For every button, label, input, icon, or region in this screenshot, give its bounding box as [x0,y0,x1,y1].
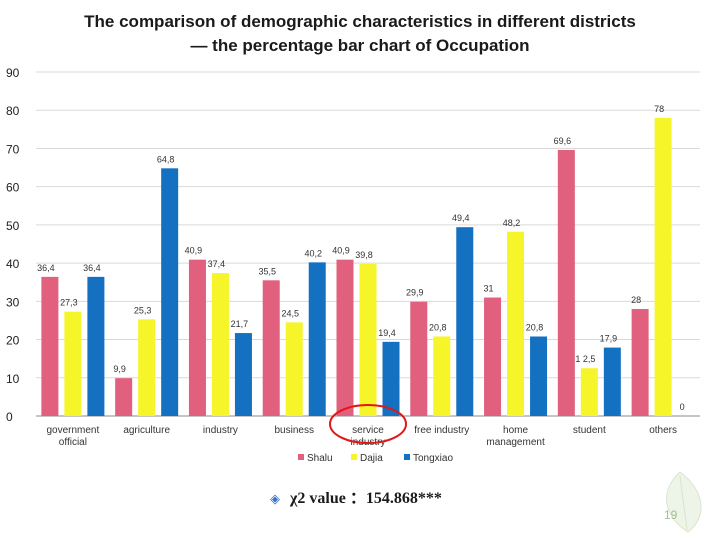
bar [603,347,621,416]
bar [41,276,59,416]
data-label: 36,4 [37,263,55,273]
data-label: 39,8 [355,250,373,260]
bar [285,322,303,416]
bar [87,276,105,416]
data-label: 9,9 [113,364,126,374]
category-label: government official [46,425,99,448]
data-label: 40,9 [185,246,203,256]
category-label: home management [486,425,545,448]
data-label: 36,4 [83,263,101,273]
category-label: student [573,425,606,436]
legend-swatch [298,454,304,460]
bar [359,263,377,416]
data-label: 0 [680,402,685,412]
data-label: 40,2 [304,248,322,258]
data-label: 25,3 [134,305,152,315]
bar [631,308,649,416]
y-tick-label: 40 [6,257,20,271]
bar [308,262,326,416]
data-label: 1 2,5 [575,354,595,364]
decorative-leaf-icon [666,471,702,533]
data-label: 28 [631,295,641,305]
bar [64,311,82,416]
bar [530,336,548,416]
title-line-1: The comparison of demographic characteri… [84,12,636,31]
y-tick-label: 0 [6,410,13,424]
bar [382,341,400,416]
y-tick-label: 80 [6,104,20,118]
legend-swatch [404,454,410,460]
category-label: business [274,425,313,436]
legend-swatch [351,454,357,460]
category-label: agriculture [123,425,170,436]
bar [138,319,156,416]
data-label: 21,7 [231,319,249,329]
data-label: 64,8 [157,154,175,164]
data-label: 31 [484,284,494,294]
chart-title: The comparison of demographic characteri… [0,10,720,58]
highlight-circle [329,404,407,444]
bar [234,333,252,416]
data-label: 29,9 [406,288,424,298]
y-tick-label: 30 [6,295,20,309]
bar [262,280,280,416]
data-label: 27,3 [60,298,78,308]
data-label: 19,4 [378,328,396,338]
data-label: 69,6 [554,136,572,146]
bar [580,368,598,416]
legend-label: Shalu [307,453,333,464]
category-label: others [649,425,677,436]
page-number: 19 [664,508,678,522]
title-line-2: — the percentage bar chart of Occupation [190,36,530,55]
y-tick-label: 10 [6,372,20,386]
bar [433,336,451,416]
y-tick-label: 90 [6,66,20,80]
data-label: 40,9 [332,246,350,256]
data-label: 20,8 [526,322,544,332]
legend-label: Dajia [360,453,383,464]
diamond-bullet-icon: ◈ [270,491,280,506]
chi-square-note: ◈ χ2 value ：154.868*** [270,484,442,508]
chi-square-value: χ2 value ：154.868*** [290,490,442,507]
category-label: free industry [414,425,469,436]
bar [336,259,354,416]
y-tick-label: 20 [6,334,20,348]
bar [188,259,206,416]
bar [507,231,525,416]
bar [410,301,428,416]
category-label: service industry [350,425,385,448]
bar [211,273,229,416]
data-label: 35,5 [258,266,276,276]
bar [456,227,474,416]
bar [557,149,575,416]
category-label: industry [203,425,238,436]
bar [654,117,672,416]
data-label: 37,4 [208,259,226,269]
bar [161,168,179,416]
data-label: 78 [654,104,664,114]
data-label: 48,2 [503,218,521,228]
bar-chart: 0 10 20 30 40 50 60 70 80 90 36,4 27,3 36,4 governmen… [6,66,700,464]
bar [484,297,502,416]
data-label: 24,5 [281,308,299,318]
legend-label: Tongxiao [413,453,453,464]
bar [115,378,133,416]
y-tick-label: 50 [6,219,20,233]
y-tick-label: 60 [6,181,20,195]
data-label: 17,9 [600,334,618,344]
data-label: 20,8 [429,322,447,332]
data-label: 49,4 [452,213,470,223]
y-tick-label: 70 [6,142,20,156]
